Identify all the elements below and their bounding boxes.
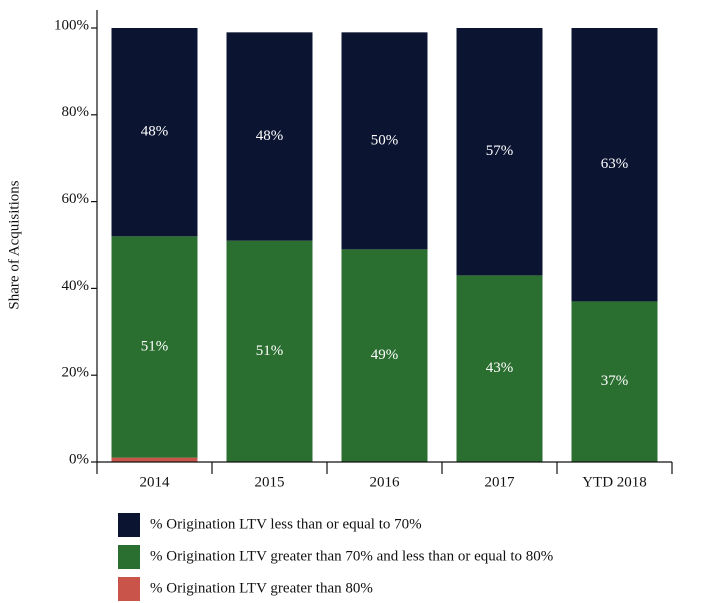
bar-segment [111, 457, 198, 462]
bar-segment [341, 249, 428, 462]
y-tick-label: 60% [62, 191, 90, 207]
y-tick-label: 40% [62, 278, 90, 294]
bar-segment [571, 301, 658, 462]
x-tick-label: 2014 [140, 474, 171, 490]
bar-segment [111, 28, 198, 237]
bar-segment [571, 28, 658, 302]
legend-label: % Origination LTV greater than 70% and l… [150, 548, 553, 564]
x-tick-label: 2016 [370, 474, 401, 490]
legend-swatch [118, 545, 140, 569]
legend-label: % Origination LTV greater than 80% [150, 580, 373, 596]
bar-segment [341, 32, 428, 250]
bar-value-label: 57% [486, 143, 514, 159]
legend-swatch [118, 513, 140, 537]
y-axis-title: Share of Acquisitions [6, 180, 22, 309]
bar-value-label: 43% [486, 360, 514, 376]
bar-value-label: 63% [601, 156, 629, 172]
bar-value-label: 48% [141, 124, 169, 140]
bar-segment [226, 240, 313, 462]
bar-segment [456, 275, 543, 462]
bar-value-label: 48% [256, 128, 284, 144]
bar-value-label: 51% [141, 338, 169, 354]
bar-value-label: 50% [371, 132, 399, 148]
legend-swatch [118, 577, 140, 601]
y-tick-label: 80% [62, 104, 90, 120]
y-tick-label: 0% [69, 451, 89, 467]
x-tick-label: 2015 [255, 474, 285, 490]
bar-segment [226, 32, 313, 241]
y-tick-label: 20% [62, 365, 90, 381]
y-tick-label: 100% [54, 17, 89, 33]
bar-segment [111, 236, 198, 458]
bar-value-label: 51% [256, 343, 284, 359]
legend-label: % Origination LTV less than or equal to … [150, 516, 422, 532]
bar-segment [456, 28, 543, 276]
bar-value-label: 37% [601, 373, 629, 389]
x-tick-label: 2017 [485, 474, 516, 490]
x-tick-label: YTD 2018 [582, 474, 647, 490]
bar-value-label: 49% [371, 347, 399, 363]
